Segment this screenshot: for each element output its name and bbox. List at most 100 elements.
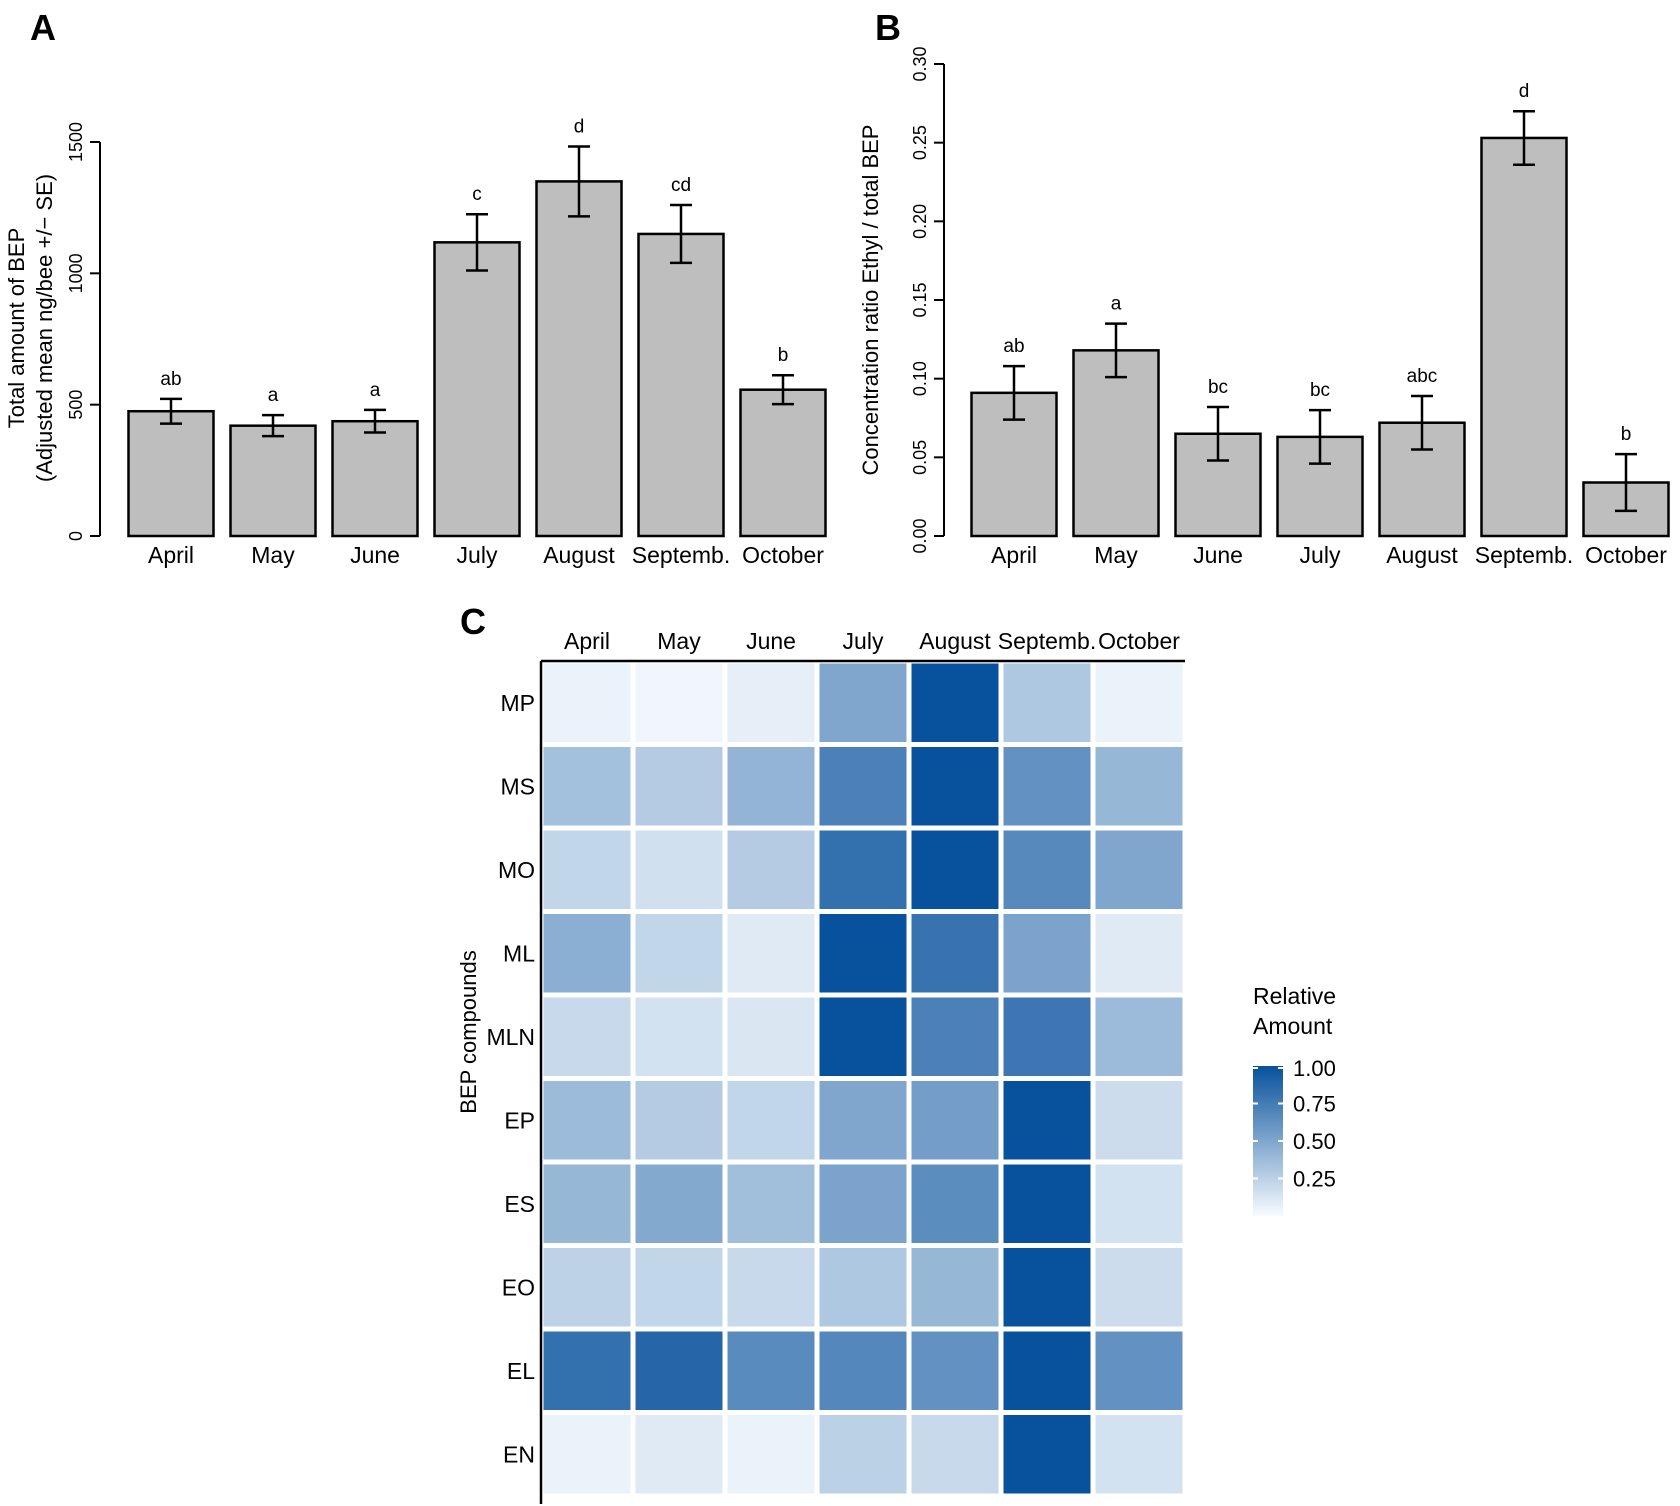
chart-b-y-tick-label: 0.10	[910, 361, 930, 396]
heatmap-cell	[911, 663, 999, 742]
heatmap-cell	[635, 1081, 723, 1160]
heatmap-cell	[911, 1081, 999, 1160]
heatmap-cell	[635, 1415, 723, 1494]
heatmap-cell	[727, 1164, 815, 1243]
chart-a-y-tick-label: 1500	[66, 122, 86, 162]
heatmap-cell	[819, 914, 907, 993]
heatmap-row-label: MP	[501, 690, 536, 716]
chart-b-y-tick-label: 0.20	[910, 204, 930, 239]
heatmap-cell	[635, 1248, 723, 1327]
heatmap-cell	[543, 1081, 631, 1160]
heatmap-cell	[1095, 1164, 1183, 1243]
chart-b-significance-label: abc	[1407, 366, 1438, 387]
heatmap-cell	[819, 1331, 907, 1410]
heatmap-cell	[1095, 747, 1183, 826]
heatmap-row-label: EL	[507, 1358, 535, 1384]
heatmap-cell	[911, 914, 999, 993]
heatmap-cell	[635, 997, 723, 1076]
heatmap-ylabel: BEP compounds	[456, 950, 481, 1113]
heatmap-cell	[635, 1164, 723, 1243]
heatmap-column-label: April	[564, 628, 610, 654]
heatmap-cell	[1095, 914, 1183, 993]
heatmap-cell	[1003, 1164, 1091, 1243]
heatmap-row-label: ML	[503, 940, 535, 966]
chart-a-ylabel: Total amount of BEP	[4, 228, 29, 429]
heatmap-cell	[911, 1164, 999, 1243]
heatmap-cell	[911, 1331, 999, 1410]
heatmap-cell	[543, 914, 631, 993]
heatmap-cell	[635, 830, 723, 909]
heatmap-cell	[635, 663, 723, 742]
chart-b-significance-label: bc	[1310, 380, 1330, 401]
chart-b-significance-label: a	[1111, 294, 1122, 315]
heatmap-cell	[727, 1248, 815, 1327]
chart-b-y-tick-label: 0.00	[910, 518, 930, 553]
chart-a-y-tick-label: 500	[66, 390, 86, 420]
heatmap-cell	[819, 1248, 907, 1327]
heatmap-cell	[727, 1081, 815, 1160]
chart-a-x-tick-label: July	[457, 542, 498, 568]
heatmap-cell	[911, 747, 999, 826]
heatmap-row-label: MS	[501, 773, 536, 799]
chart-a-x-tick-label: May	[251, 542, 295, 568]
chart-a-x-tick-label: October	[742, 542, 824, 568]
heatmap-cell	[1095, 1415, 1183, 1494]
heatmap-cell	[635, 914, 723, 993]
chart-a-significance-label: ab	[160, 369, 181, 390]
chart-a-bar	[739, 388, 827, 538]
heatmap-cell	[727, 747, 815, 826]
chart-b-y-tick-label: 0.15	[910, 282, 930, 317]
heatmap-cell	[727, 1331, 815, 1410]
legend-tick-label: 0.25	[1293, 1167, 1336, 1192]
heatmap-cell	[911, 1248, 999, 1327]
heatmap-cell	[727, 1415, 815, 1494]
chart-a-significance-label: a	[370, 380, 381, 401]
heatmap-cell	[1003, 1248, 1091, 1327]
chart-b-significance-label: b	[1621, 424, 1632, 445]
chart-a-significance-label: cd	[671, 175, 691, 196]
chart-a-x-tick-label: Septemb.	[632, 542, 730, 568]
panel-label-b: B	[875, 7, 901, 48]
chart-a-x-tick-label: June	[350, 542, 400, 568]
legend-tick-label: 0.75	[1293, 1092, 1336, 1117]
heatmap-cell	[543, 1415, 631, 1494]
heatmap-cell	[727, 997, 815, 1076]
chart-b-x-tick-label: June	[1193, 542, 1243, 568]
heatmap-cell	[1003, 1081, 1091, 1160]
chart-b-significance-label: bc	[1208, 377, 1228, 398]
heatmap-row-label: EP	[504, 1107, 535, 1133]
chart-b-bar	[1480, 136, 1568, 538]
heatmap-cell	[543, 663, 631, 742]
chart-a-bar	[535, 180, 623, 538]
heatmap-row-label: EO	[502, 1274, 535, 1300]
heatmap-cell	[543, 1331, 631, 1410]
chart-a-significance-label: d	[574, 116, 585, 137]
chart-b-x-tick-label: May	[1094, 542, 1138, 568]
heatmap-cell	[1003, 1331, 1091, 1410]
heatmap-cell	[819, 663, 907, 742]
chart-a-bar	[433, 241, 521, 538]
heatmap-cell	[819, 1081, 907, 1160]
chart-a-significance-label: a	[268, 385, 279, 406]
heatmap-cell	[1003, 663, 1091, 742]
chart-b-significance-label: d	[1519, 81, 1530, 102]
heatmap-column-label: May	[657, 628, 701, 654]
chart-b-x-tick-label: April	[991, 542, 1037, 568]
legend-tick-label: 0.50	[1293, 1129, 1336, 1154]
heatmap-cell	[819, 1164, 907, 1243]
chart-a-y-tick-label: 1000	[66, 253, 86, 293]
chart-b-significance-label: ab	[1003, 336, 1024, 357]
chart-b-ylabel: Concentration ratio Ethyl / total BEP	[858, 125, 883, 476]
heatmap-cell	[819, 997, 907, 1076]
heatmap-column-label: June	[746, 628, 796, 654]
heatmap-cell	[1003, 747, 1091, 826]
heatmap-cell	[727, 663, 815, 742]
chart-b-x-tick-label: Septemb.	[1475, 542, 1573, 568]
legend-title-line1: Relative	[1253, 983, 1336, 1009]
chart-a-ylabel-2: (Adjusted mean ng/bee +/− SE)	[32, 174, 57, 482]
heatmap-cell	[1095, 663, 1183, 742]
heatmap-column-label: July	[843, 628, 884, 654]
heatmap-cell	[635, 747, 723, 826]
chart-a-significance-label: c	[472, 184, 482, 205]
